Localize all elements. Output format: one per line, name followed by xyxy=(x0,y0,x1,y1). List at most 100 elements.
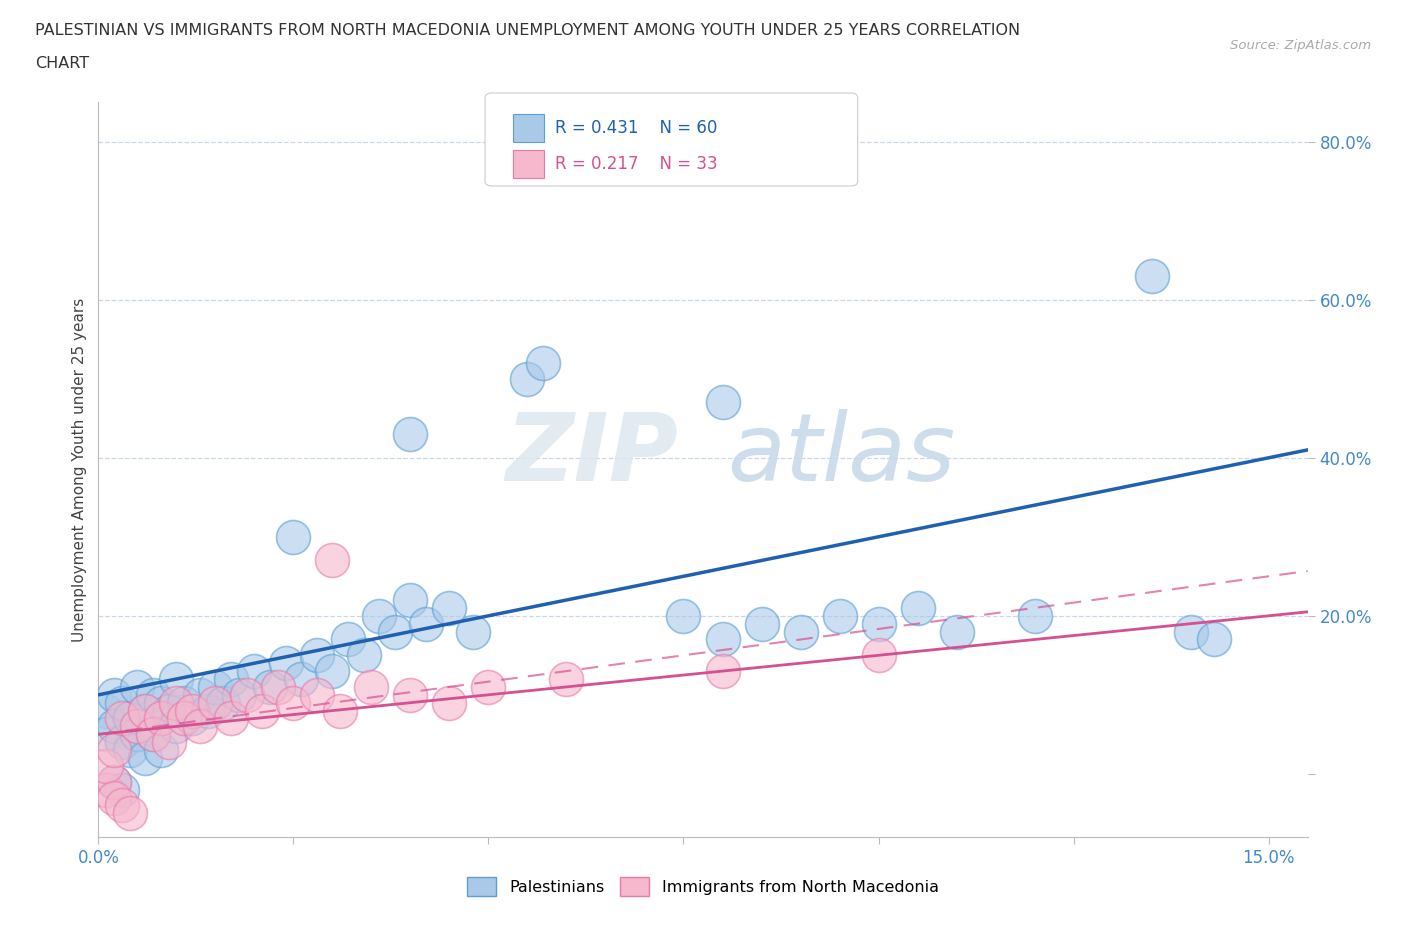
Point xyxy=(149,696,172,711)
Point xyxy=(415,617,437,631)
Text: PALESTINIAN VS IMMIGRANTS FROM NORTH MACEDONIA UNEMPLOYMENT AMONG YOUTH UNDER 25: PALESTINIAN VS IMMIGRANTS FROM NORTH MAC… xyxy=(35,23,1021,38)
Point xyxy=(321,664,343,679)
Point xyxy=(252,703,274,718)
Point xyxy=(516,371,538,386)
Point xyxy=(96,703,118,718)
Point xyxy=(204,696,226,711)
Text: Source: ZipAtlas.com: Source: ZipAtlas.com xyxy=(1230,39,1371,52)
Point xyxy=(672,608,695,623)
Point xyxy=(127,719,149,734)
Point xyxy=(165,671,187,686)
Point xyxy=(1180,624,1202,639)
Point xyxy=(149,711,172,726)
Point xyxy=(305,687,328,702)
Point xyxy=(711,395,734,410)
Point xyxy=(1140,269,1163,284)
Point xyxy=(103,687,125,702)
Point xyxy=(103,743,125,758)
Point xyxy=(274,656,297,671)
Point xyxy=(711,664,734,679)
Point xyxy=(329,703,352,718)
Point xyxy=(711,632,734,647)
Point xyxy=(173,696,195,711)
Point xyxy=(399,427,422,442)
Point xyxy=(384,624,406,639)
Point xyxy=(228,687,250,702)
Point xyxy=(321,553,343,568)
Point xyxy=(235,687,257,702)
Point xyxy=(111,735,134,750)
Point xyxy=(149,743,172,758)
Point xyxy=(165,719,187,734)
Text: atlas: atlas xyxy=(727,409,956,500)
Point xyxy=(118,743,141,758)
Point xyxy=(165,696,187,711)
Point xyxy=(828,608,851,623)
Point xyxy=(1024,608,1046,623)
Point xyxy=(103,775,125,790)
Point xyxy=(181,711,204,726)
Point xyxy=(118,806,141,821)
Point xyxy=(188,687,211,702)
Point xyxy=(267,680,290,695)
Point xyxy=(96,759,118,774)
Point xyxy=(439,696,461,711)
Point xyxy=(353,648,375,663)
Point xyxy=(103,790,125,805)
Text: R = 0.217    N = 33: R = 0.217 N = 33 xyxy=(555,154,718,173)
Point xyxy=(197,703,219,718)
Point xyxy=(283,529,305,544)
Point xyxy=(945,624,967,639)
Text: R = 0.431    N = 60: R = 0.431 N = 60 xyxy=(555,119,717,138)
Point xyxy=(127,727,149,742)
Point xyxy=(212,696,235,711)
Point xyxy=(789,624,811,639)
Point xyxy=(399,592,422,607)
Point xyxy=(134,703,156,718)
Point xyxy=(111,711,134,726)
Point xyxy=(337,632,360,647)
Point xyxy=(461,624,484,639)
Point xyxy=(118,711,141,726)
Point xyxy=(477,680,499,695)
Point xyxy=(531,355,554,370)
Point xyxy=(173,711,195,726)
Point xyxy=(751,617,773,631)
Point xyxy=(134,751,156,765)
Point xyxy=(283,696,305,711)
Point xyxy=(290,671,312,686)
Point xyxy=(219,671,242,686)
Point xyxy=(868,648,890,663)
Point xyxy=(181,703,204,718)
Point xyxy=(259,680,281,695)
Point xyxy=(111,696,134,711)
Point xyxy=(103,719,125,734)
Legend: Palestinians, Immigrants from North Macedonia: Palestinians, Immigrants from North Mace… xyxy=(461,870,945,902)
Point xyxy=(134,703,156,718)
Y-axis label: Unemployment Among Youth under 25 years: Unemployment Among Youth under 25 years xyxy=(72,298,87,642)
Point xyxy=(157,735,180,750)
Point xyxy=(219,711,242,726)
Point xyxy=(399,687,422,702)
Point xyxy=(188,719,211,734)
Point xyxy=(142,727,165,742)
Point xyxy=(96,782,118,797)
Point xyxy=(243,664,266,679)
Point xyxy=(360,680,382,695)
Text: ZIP: ZIP xyxy=(506,409,679,501)
Point xyxy=(204,680,226,695)
Point xyxy=(127,680,149,695)
Point xyxy=(103,775,125,790)
Point xyxy=(142,687,165,702)
Point xyxy=(439,601,461,616)
Point xyxy=(368,608,391,623)
Point xyxy=(111,798,134,813)
Point xyxy=(555,671,578,686)
Point xyxy=(907,601,929,616)
Point xyxy=(305,648,328,663)
Point xyxy=(1202,632,1225,647)
Point xyxy=(96,727,118,742)
Point xyxy=(157,703,180,718)
Text: CHART: CHART xyxy=(35,56,89,71)
Point xyxy=(142,727,165,742)
